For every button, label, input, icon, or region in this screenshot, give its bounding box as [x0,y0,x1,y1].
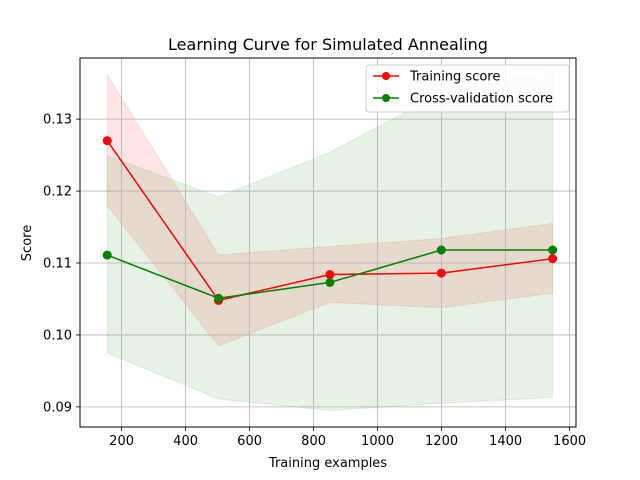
x-tick-label: 800 [301,434,326,449]
y-tick-label: 0.10 [43,328,72,343]
x-tick-label: 600 [237,434,262,449]
data-point [548,245,558,255]
data-point [548,254,558,264]
y-tick-label: 0.13 [43,113,72,128]
legend-label-2: Cross-validation score [410,92,553,107]
data-point [325,270,335,280]
data-point [102,136,112,146]
x-tick-label: 1600 [553,434,586,449]
x-axis-ticks: 200 400 600 800 1000 1200 1400 1600 [109,427,586,449]
x-tick-label: 400 [173,434,198,449]
y-tick-label: 0.11 [43,257,72,272]
x-tick-label: 1000 [361,434,394,449]
y-tick-label: 0.12 [43,185,72,200]
x-tick-label: 200 [109,434,134,449]
y-tick-label: 0.09 [43,400,72,415]
series-lines [102,136,558,305]
data-point [436,268,446,278]
y-axis-ticks: 0.09 0.10 0.11 0.12 0.13 [43,113,80,415]
legend-box [365,64,570,113]
x-axis-label: Training examples [268,456,387,471]
y-axis-label: Score [20,225,35,261]
legend-marker-1 [382,72,390,80]
chart-title: Learning Curve for Simulated Annealing [168,35,488,54]
axes-frame [79,57,577,428]
data-point [214,293,224,303]
data-point [325,277,335,287]
x-tick-label: 1200 [425,434,458,449]
x-tick-label: 1400 [489,434,522,449]
legend-marker-2 [382,94,390,102]
legend: Training score Cross-validation score [365,64,570,113]
data-point [436,245,446,255]
data-point [102,250,112,260]
grid-lines [80,58,576,427]
legend-label-1: Training score [409,70,500,85]
